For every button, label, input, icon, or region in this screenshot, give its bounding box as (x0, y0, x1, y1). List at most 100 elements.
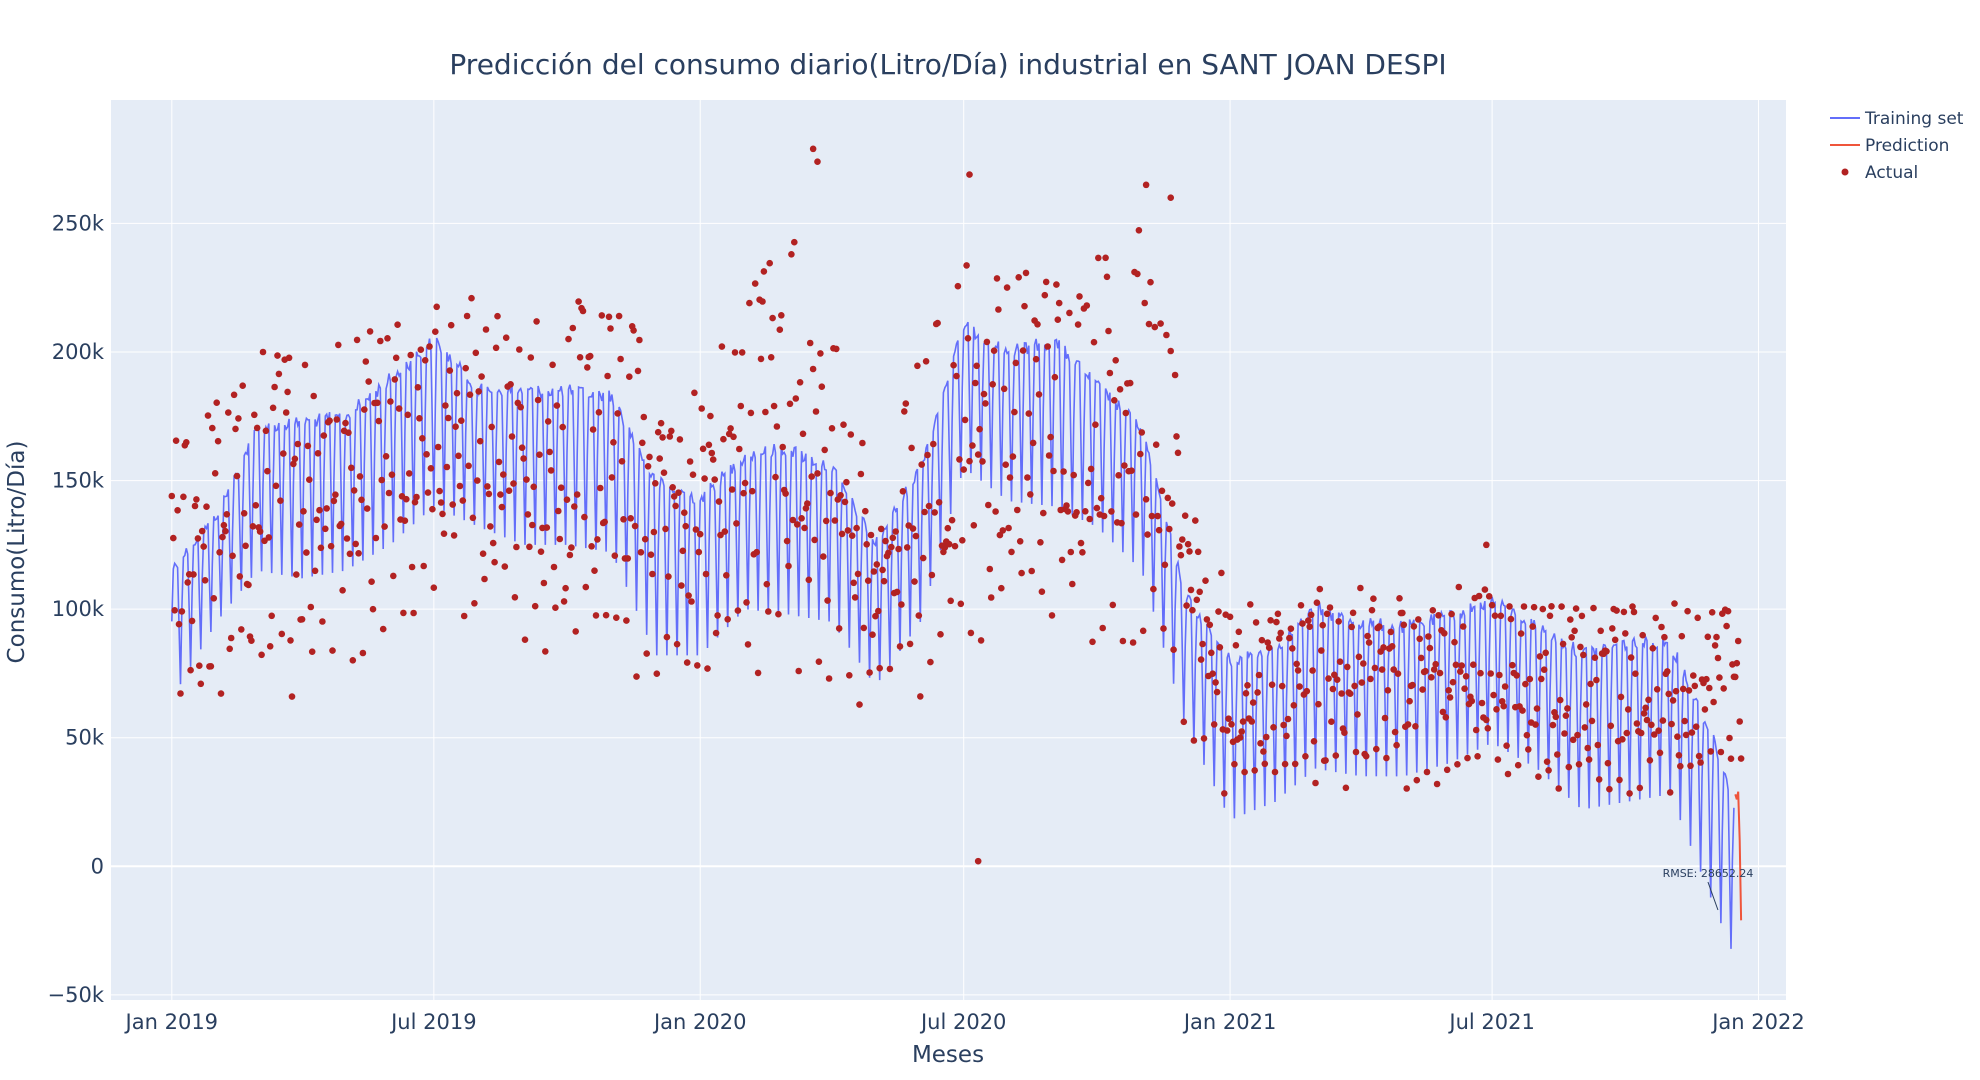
actual-point (1648, 721, 1655, 729)
actual-point (1111, 397, 1118, 404)
actual-point (359, 649, 367, 657)
actual-point (1160, 625, 1167, 632)
actual-point (188, 617, 196, 625)
actual-point (210, 595, 218, 602)
actual-point (226, 645, 233, 653)
actual-point (924, 451, 931, 459)
actual-point (1152, 441, 1160, 449)
actual-point (1652, 614, 1659, 622)
actual-point (895, 545, 902, 553)
legend-item-prediction[interactable]: Prediction (1830, 136, 1949, 156)
actual-point (194, 535, 202, 542)
actual-point (436, 487, 443, 495)
actual-point (361, 406, 368, 413)
actual-point (413, 493, 420, 501)
actual-point (1349, 609, 1357, 617)
actual-point (663, 633, 671, 641)
legend[interactable]: Training set Prediction Actual (1830, 109, 1964, 183)
actual-point (1312, 779, 1319, 787)
actual-point (1530, 603, 1538, 611)
actual-point (782, 490, 789, 497)
actual-point (1069, 580, 1076, 588)
actual-point (1624, 706, 1632, 713)
actual-point (1584, 744, 1591, 752)
actual-point (610, 439, 617, 446)
actual-point (721, 528, 729, 535)
actual-point (437, 499, 445, 506)
x-tick-label: Jul 2020 (919, 1010, 1006, 1034)
actual-point (1281, 760, 1289, 768)
actual-point (1310, 738, 1318, 745)
actual-point (1286, 634, 1293, 642)
actual-point (1520, 603, 1528, 610)
actual-point (974, 857, 982, 865)
actual-point (1268, 681, 1276, 688)
actual-point (1050, 467, 1057, 475)
actual-point (1568, 634, 1575, 641)
actual-point (300, 508, 307, 515)
actual-point (1166, 525, 1173, 533)
actual-point (1685, 687, 1693, 694)
actual-point (1070, 471, 1077, 479)
actual-point (799, 430, 807, 438)
actual-point (1396, 595, 1403, 602)
actual-point (683, 659, 691, 666)
actual-point (460, 612, 468, 620)
actual-point (911, 578, 918, 585)
actual-point (384, 335, 391, 342)
actual-point (1196, 588, 1203, 596)
actual-point (498, 503, 506, 511)
actual-point (258, 651, 265, 659)
actual-point (1706, 684, 1713, 692)
legend-item-actual[interactable]: Actual (1841, 163, 1919, 183)
actual-point (783, 537, 791, 545)
actual-point (659, 434, 666, 441)
actual-point (256, 528, 264, 535)
actual-point (471, 600, 478, 607)
actual-point (1394, 670, 1402, 677)
actual-point (1108, 508, 1115, 515)
actual-point (1549, 721, 1557, 729)
actual-point (640, 413, 648, 421)
x-tick-label: Jul 2021 (1447, 1010, 1534, 1034)
actual-point (669, 484, 676, 491)
actual-point (818, 383, 826, 391)
actual-point (921, 508, 928, 516)
actual-point (1296, 683, 1303, 690)
training-set-layer (171, 321, 1735, 949)
actual-point (827, 489, 834, 497)
actual-point (670, 493, 678, 500)
actual-point (682, 522, 689, 530)
actual-point (1239, 718, 1247, 725)
actual-point (976, 425, 983, 433)
actual-point (516, 346, 523, 353)
actual-point (316, 506, 323, 514)
actual-point (1044, 343, 1051, 350)
actual-point (526, 543, 533, 551)
actual-point (601, 518, 608, 526)
x-tick-label: Jan 2022 (1710, 1010, 1805, 1034)
actual-point (204, 412, 212, 419)
actual-point (555, 507, 562, 515)
actual-point (362, 358, 370, 365)
legend-item-training-set[interactable]: Training set (1830, 109, 1964, 129)
actual-point (762, 408, 769, 416)
actual-point (772, 473, 779, 481)
actual-point (1517, 630, 1525, 637)
actual-point (1488, 601, 1496, 609)
actual-point (685, 592, 692, 599)
actual-point (702, 570, 710, 578)
actual-point (1357, 584, 1364, 592)
actual-point (294, 440, 302, 448)
actual-point (1656, 749, 1664, 757)
actual-point (1360, 660, 1367, 667)
actual-point (476, 437, 484, 445)
actual-point (1736, 718, 1743, 725)
actual-point (540, 579, 548, 587)
actual-point (445, 414, 452, 422)
actual-point (216, 549, 223, 556)
actual-point (449, 501, 457, 508)
actual-point (686, 458, 694, 465)
actual-point (989, 381, 996, 388)
actual-point (873, 561, 881, 568)
